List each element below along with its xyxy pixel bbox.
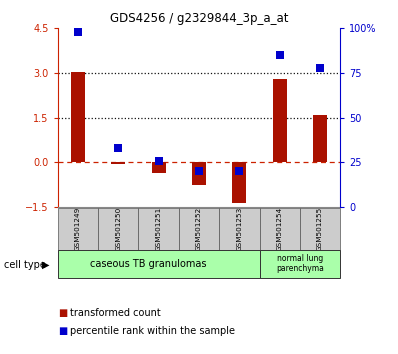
Bar [259, 208, 300, 250]
Bar [58, 250, 259, 278]
Text: GSM501255: GSM501255 [317, 207, 323, 251]
Bar [313, 115, 327, 162]
Bar [152, 162, 166, 173]
Point [236, 169, 242, 174]
Text: GSM501251: GSM501251 [156, 207, 162, 251]
Text: GSM501254: GSM501254 [277, 207, 283, 251]
Text: ▶: ▶ [42, 260, 49, 270]
Point [196, 169, 202, 174]
Bar [98, 208, 139, 250]
Point [156, 158, 162, 164]
Text: GSM501249: GSM501249 [75, 207, 81, 251]
Bar [58, 208, 98, 250]
Bar [232, 162, 246, 202]
Point [277, 52, 283, 58]
Text: ■: ■ [58, 308, 67, 318]
Text: GSM501253: GSM501253 [236, 207, 242, 251]
Bar [192, 162, 206, 185]
Bar [139, 208, 179, 250]
Text: percentile rank within the sample: percentile rank within the sample [70, 326, 235, 336]
Bar [300, 208, 340, 250]
Text: normal lung
parenchyma: normal lung parenchyma [276, 254, 324, 273]
Bar [179, 208, 219, 250]
Bar [71, 72, 85, 162]
Point [115, 145, 121, 151]
Bar [273, 79, 287, 162]
Text: caseous TB granulomas: caseous TB granulomas [90, 259, 207, 269]
Text: GSM501252: GSM501252 [196, 207, 202, 251]
Text: transformed count: transformed count [70, 308, 160, 318]
Point [75, 29, 81, 35]
Bar [111, 162, 125, 164]
Text: cell type: cell type [4, 260, 46, 270]
Bar [259, 250, 340, 278]
Bar [219, 208, 259, 250]
Point [317, 65, 323, 70]
Text: GDS4256 / g2329844_3p_a_at: GDS4256 / g2329844_3p_a_at [110, 12, 288, 25]
Text: GSM501250: GSM501250 [115, 207, 121, 251]
Text: ■: ■ [58, 326, 67, 336]
